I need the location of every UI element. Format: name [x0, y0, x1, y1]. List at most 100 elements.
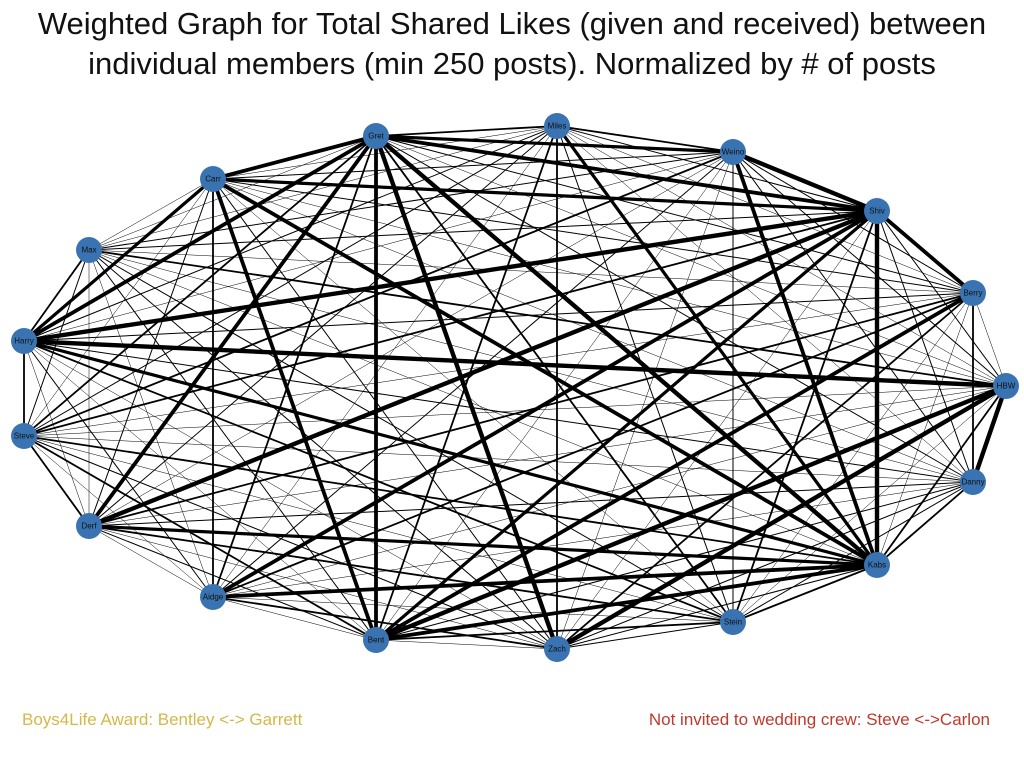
- node-hbw: HBW: [993, 373, 1019, 399]
- node-max: Max: [76, 237, 102, 263]
- edge-berry-harry: [23, 292, 974, 342]
- edge-hbw-max: [88, 249, 1007, 387]
- edge-weino-harry: [23, 151, 734, 342]
- edge-aidge-derf: [88, 525, 214, 598]
- edge-weino-carr: [212, 151, 734, 180]
- edge-shiv-aidge: [212, 209, 878, 599]
- edge-berry-zach: [556, 292, 974, 650]
- edge-aidge-harry: [23, 340, 214, 598]
- edge-kabs-carr: [212, 177, 878, 567]
- node-shiv: Shiv: [864, 198, 890, 224]
- edge-shiv-hbw: [876, 210, 1007, 387]
- edge-hbw-steve: [23, 385, 1007, 437]
- edge-zach-bent: [375, 639, 558, 650]
- edge-danny-zach: [556, 481, 974, 650]
- edge-weino-max: [88, 151, 734, 251]
- node-circle: [76, 237, 102, 263]
- node-weino: Weino: [720, 139, 746, 165]
- edge-kabs-steve: [23, 435, 878, 566]
- node-circle: [720, 609, 746, 635]
- edge-miles-shiv: [556, 125, 878, 212]
- node-bent: Bent: [363, 627, 389, 653]
- edge-kabs-max: [88, 249, 878, 566]
- edge-bent-max: [88, 249, 377, 641]
- edge-weino-bent: [375, 151, 734, 641]
- node-circle: [76, 513, 102, 539]
- edge-harry-carr: [22, 177, 215, 343]
- node-circle: [363, 627, 389, 653]
- node-circle: [864, 198, 890, 224]
- node-label: Berry: [963, 289, 982, 298]
- edge-stein-harry: [23, 340, 734, 623]
- edge-danny-bent: [375, 481, 974, 641]
- edge-danny-aidge: [212, 481, 974, 598]
- edge-miles-max: [88, 125, 558, 251]
- edge-stein-aidge: [212, 596, 734, 623]
- node-miles: Miles: [544, 113, 570, 139]
- edge-miles-aidge: [212, 125, 558, 598]
- edge-gret-steve: [23, 135, 377, 437]
- edge-gret-weino: [375, 134, 734, 154]
- edge-gret-carr: [212, 134, 377, 181]
- node-label: Bent: [368, 636, 385, 645]
- edge-kabs-aidge: [212, 563, 878, 599]
- node-label: Kabs: [868, 561, 886, 570]
- node-circle: [11, 423, 37, 449]
- node-steve: Steve: [11, 423, 37, 449]
- edge-danny-carr: [212, 178, 974, 483]
- edge-bent-carr: [211, 178, 378, 641]
- node-label: Weino: [722, 148, 745, 157]
- node-label: Danny: [961, 478, 984, 487]
- node-label: Carr: [205, 175, 221, 184]
- node-label: Steve: [14, 432, 35, 441]
- edge-shiv-harry: [23, 208, 878, 344]
- node-label: HBW: [997, 382, 1016, 391]
- edge-danny-harry: [23, 340, 974, 483]
- node-circle: [544, 113, 570, 139]
- edge-berry-max: [88, 249, 974, 294]
- edge-miles-berry: [556, 125, 974, 294]
- not-invited-note: Not invited to wedding crew: Steve <->Ca…: [648, 710, 990, 729]
- edge-bent-aidge: [212, 596, 377, 641]
- node-stein: Stein: [720, 609, 746, 635]
- edge-gret-harry: [23, 134, 377, 343]
- edge-miles-hbw: [556, 125, 1007, 387]
- edge-zach-derf: [88, 525, 558, 650]
- edge-shiv-derf: [88, 208, 878, 529]
- edge-miles-carr: [212, 125, 558, 180]
- node-berry: Berry: [960, 280, 986, 306]
- edge-shiv-bent: [374, 209, 879, 642]
- edge-stein-derf: [88, 525, 734, 623]
- edge-steve-carr: [23, 178, 214, 437]
- node-label: Aidge: [203, 593, 224, 602]
- edge-derf-harry: [23, 340, 90, 527]
- node-circle: [200, 584, 226, 610]
- edge-zach-max: [88, 249, 558, 650]
- edge-miles-weino: [556, 125, 734, 153]
- edge-kabs-harry: [23, 339, 878, 567]
- node-circle: [993, 373, 1019, 399]
- edge-zach-carr: [212, 178, 558, 650]
- edge-stein-carr: [212, 178, 734, 623]
- edge-kabs-derf: [88, 524, 878, 567]
- node-label: Gret: [368, 132, 384, 141]
- node-circle: [960, 280, 986, 306]
- edge-gret-kabs: [374, 134, 879, 567]
- edge-aidge-steve: [23, 435, 214, 598]
- edge-berry-bent: [375, 291, 974, 642]
- edge-gret-berry: [375, 135, 974, 294]
- node-label: Derf: [81, 522, 97, 531]
- edge-gret-aidge: [212, 135, 377, 598]
- edge-gret-miles: [375, 125, 558, 137]
- edge-gret-derf: [87, 134, 378, 528]
- node-circle: [11, 328, 37, 354]
- edge-zach-steve: [23, 435, 558, 650]
- edge-gret-hbw: [375, 135, 1007, 387]
- edge-zach-aidge: [212, 596, 558, 650]
- node-carr: Carr: [200, 166, 226, 192]
- edge-miles-steve: [23, 125, 558, 437]
- edge-bent-derf: [88, 525, 377, 641]
- edge-weino-zach: [556, 151, 734, 650]
- edge-weino-shiv: [732, 149, 878, 214]
